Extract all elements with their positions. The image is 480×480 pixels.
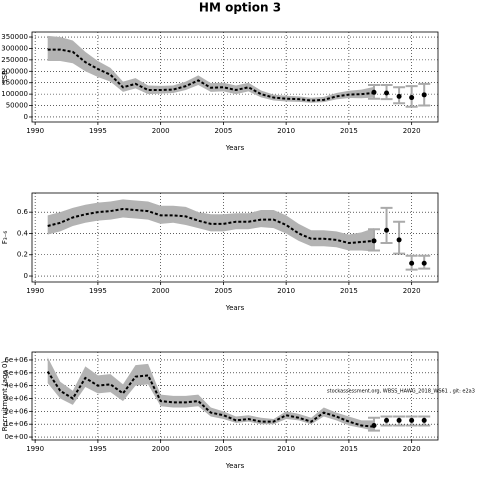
y-tick-label: 3e+06	[4, 395, 28, 403]
estimate-line	[47, 207, 375, 245]
x-tick-label: 1990	[26, 127, 44, 135]
point	[371, 238, 377, 244]
y-tick-label: 5e+06	[4, 369, 28, 377]
x-tick-label: 2010	[277, 127, 295, 135]
point	[421, 92, 427, 98]
point	[421, 260, 427, 266]
y-axis-label: Recruitment (age 0)	[1, 361, 9, 432]
point	[384, 417, 390, 423]
y-tick-label: 0.6	[17, 208, 29, 216]
chart-title: HM option 3	[199, 1, 281, 15]
point	[409, 95, 415, 101]
plot-frame	[31, 192, 439, 283]
point	[384, 227, 390, 233]
y-tick-label: 0.2	[17, 251, 28, 259]
y-tick-label: 0	[24, 272, 28, 280]
y-tick-label: 2e+06	[4, 407, 28, 415]
annotation: stockassessment.org, WBSS_HAWG_2018_WS61…	[327, 388, 475, 394]
y-axis-label: SSB	[1, 70, 9, 84]
y-tick-label: 1e+06	[4, 420, 28, 428]
point	[384, 90, 390, 96]
point	[396, 237, 402, 243]
y-axis-label: F₃₋₆	[1, 231, 9, 245]
confidence-band	[47, 357, 374, 431]
y-tick-label: 6e+06	[4, 356, 28, 364]
x-tick-label: 2010	[277, 445, 295, 453]
x-tick-label: 2005	[214, 445, 232, 453]
x-tick-label: 2015	[340, 287, 358, 295]
point	[396, 93, 402, 99]
y-tick-label: 300000	[1, 44, 28, 52]
x-tick-label: 1995	[89, 127, 107, 135]
point	[396, 417, 402, 423]
x-tick-label: 2010	[277, 287, 295, 295]
y-tick-label: 0	[24, 113, 28, 121]
x-tick-label: 2015	[340, 127, 358, 135]
estimate-line	[46, 370, 375, 428]
error-bar	[380, 206, 393, 245]
y-tick-label: 4e+06	[4, 382, 28, 390]
x-tick-label: 1990	[26, 287, 44, 295]
point	[371, 89, 377, 95]
y-tick-label: 150000	[1, 79, 28, 87]
x-tick-label: 2005	[214, 287, 232, 295]
point	[371, 422, 377, 428]
estimate-line	[47, 48, 375, 102]
x-tick-label: 2015	[340, 445, 358, 453]
y-tick-label: 0e+00	[4, 433, 28, 441]
x-tick-label: 2020	[403, 127, 421, 135]
x-tick-label: 1990	[26, 445, 44, 453]
x-axis-label: Years	[225, 304, 245, 312]
y-tick-label: 0.4	[17, 229, 29, 237]
x-tick-label: 2000	[152, 445, 170, 453]
confidence-band	[47, 199, 374, 252]
x-axis-label: Years	[225, 462, 245, 470]
x-tick-label: 2000	[152, 287, 170, 295]
point	[409, 260, 415, 266]
x-axis-label: Years	[225, 144, 245, 152]
point	[409, 417, 415, 423]
x-tick-label: 2020	[403, 287, 421, 295]
y-tick-label: 100000	[1, 90, 28, 98]
point	[421, 417, 427, 423]
x-tick-label: 1995	[89, 445, 107, 453]
confidence-band	[47, 35, 374, 103]
y-tick-label: 50000	[6, 102, 28, 110]
x-tick-label: 2000	[152, 127, 170, 135]
x-tick-label: 2005	[214, 127, 232, 135]
y-tick-label: 250000	[1, 56, 28, 64]
x-tick-label: 2020	[403, 445, 421, 453]
y-tick-label: 350000	[1, 33, 28, 41]
plot-frame	[31, 351, 439, 441]
y-tick-label: 200000	[1, 67, 28, 75]
x-tick-label: 1995	[89, 287, 107, 295]
plot-frame	[31, 31, 439, 123]
